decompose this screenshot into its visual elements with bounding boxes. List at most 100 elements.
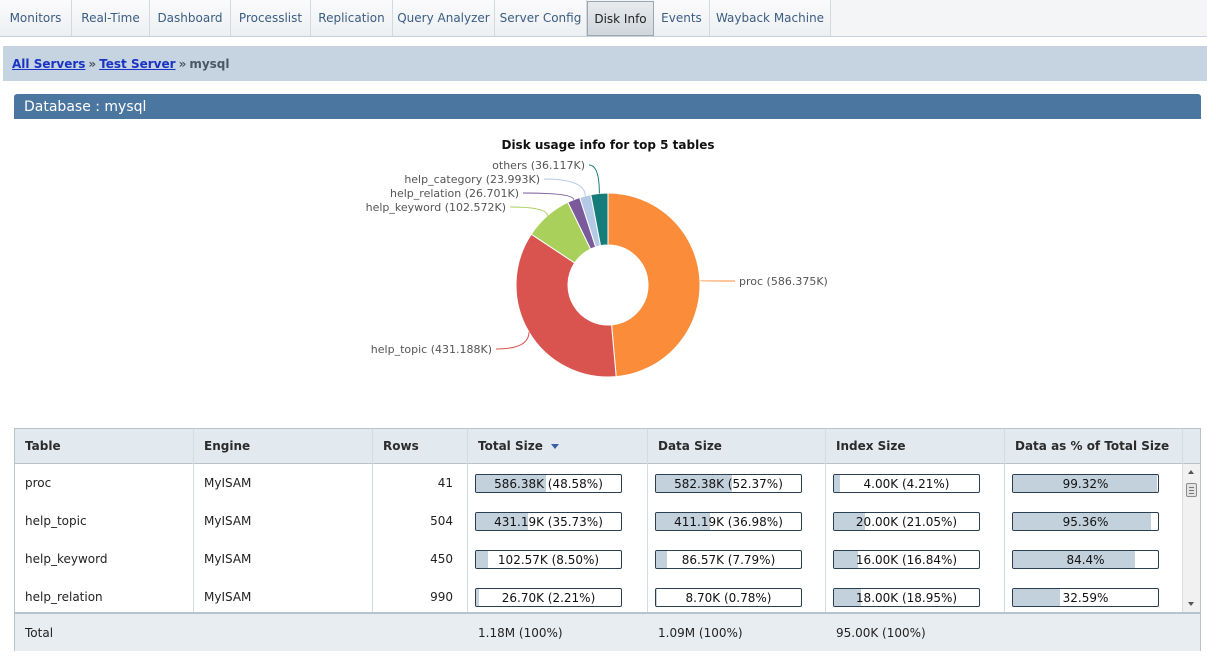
column-header-data-pct[interactable]: Data as % of Total Size: [1005, 429, 1183, 463]
pie-slice-help-topic[interactable]: [515, 233, 617, 378]
pie-leader-line: [588, 164, 600, 194]
cell-total-size: 431.19K (35.73%): [468, 502, 647, 540]
tab-processlist[interactable]: Processlist: [231, 0, 311, 36]
cell-engine: MyISAM: [204, 552, 252, 566]
column-header-data-size[interactable]: Data Size: [648, 429, 826, 463]
cell-data-pct: 32.59%: [1005, 578, 1182, 616]
disk-usage-chart: Disk usage info for top 5 tables proc (5…: [14, 125, 1201, 415]
tab-server-config[interactable]: Server Config: [495, 0, 587, 36]
cell-rows: 41: [437, 476, 453, 490]
index-size-bar: 20.00K (21.05%): [833, 512, 980, 531]
cell-rows: 990: [430, 590, 453, 604]
cell-data-pct: 99.32%: [1005, 464, 1182, 502]
cell-rows: 504: [430, 514, 453, 528]
tab-real-time[interactable]: Real-Time: [72, 0, 150, 36]
tab-wayback-machine[interactable]: Wayback Machine: [710, 0, 831, 36]
breadcrumb-current-database: mysql: [189, 56, 230, 71]
cell-data-size: 411.19K (36.98%): [648, 502, 825, 540]
cell-total-size: 586.38K (48.58%): [468, 464, 647, 502]
data-pct-bar: 84.4%: [1012, 550, 1159, 569]
cell-total-size: 26.70K (2.21%): [468, 578, 647, 616]
database-header: Database : mysql: [14, 94, 1201, 119]
pie-slice-others[interactable]: [590, 192, 609, 247]
pie-label-others: others (36.117K): [492, 159, 585, 172]
pie-label-help-keyword: help_keyword (102.572K): [366, 201, 506, 214]
data-pct-bar: 99.32%: [1012, 474, 1159, 493]
table-row[interactable]: proc MyISAM 41 586.38K (48.58%) 582.38K …: [15, 464, 1182, 502]
cell-index-size: 18.00K (18.95%): [826, 578, 1004, 616]
column-header-rows[interactable]: Rows: [373, 429, 468, 463]
cell-table-name: help_relation: [25, 590, 103, 604]
total-size-bar: 431.19K (35.73%): [475, 512, 622, 531]
column-header-total-size[interactable]: Total Size: [468, 429, 648, 463]
data-size-bar: 86.57K (7.79%): [655, 550, 802, 569]
column-header-index-size[interactable]: Index Size: [826, 429, 1005, 463]
table-row[interactable]: help_keyword MyISAM 450 102.57K (8.50%) …: [15, 540, 1182, 578]
scroll-up-icon[interactable]: [1188, 470, 1194, 474]
table-footer-row: Total 1.18M (100%) 1.09M (100%) 95.00K (…: [15, 612, 1200, 651]
footer-total-size: 1.18M (100%): [478, 625, 563, 640]
index-size-bar: 16.00K (16.84%): [833, 550, 980, 569]
cell-index-size: 4.00K (4.21%): [826, 464, 1004, 502]
database-title: Database : mysql: [24, 98, 147, 115]
data-pct-bar: 95.36%: [1012, 512, 1159, 531]
cell-table-name: proc: [25, 476, 52, 490]
cell-engine: MyISAM: [204, 476, 252, 490]
cell-total-size: 102.57K (8.50%): [468, 540, 647, 578]
cell-engine: MyISAM: [204, 514, 252, 528]
cell-table-name: help_topic: [25, 514, 87, 528]
cell-engine: MyISAM: [204, 590, 252, 604]
footer-index-size: 95.00K (100%): [836, 625, 926, 640]
cell-data-size: 86.57K (7.79%): [648, 540, 825, 578]
tab-replication[interactable]: Replication: [311, 0, 393, 36]
cell-data-pct: 95.36%: [1005, 502, 1182, 540]
cell-data-pct: 84.4%: [1005, 540, 1182, 578]
cell-data-size: 582.38K (52.37%): [648, 464, 825, 502]
tab-monitors[interactable]: Monitors: [0, 0, 72, 36]
breadcrumb-server-link[interactable]: Test Server: [99, 56, 176, 71]
total-size-bar: 102.57K (8.50%): [475, 550, 622, 569]
table-scrollbar[interactable]: [1182, 464, 1200, 612]
breadcrumb-all-servers-link[interactable]: All Servers: [12, 56, 86, 71]
pie-label-help-relation: help_relation (26.701K): [390, 187, 519, 200]
cell-index-size: 16.00K (16.84%): [826, 540, 1004, 578]
cell-rows: 450: [430, 552, 453, 566]
top-tab-bar: Monitors Real-Time Dashboard Processlist…: [0, 0, 1207, 37]
footer-data-size: 1.09M (100%): [658, 625, 743, 640]
breadcrumb: All Servers » Test Server » mysql: [3, 46, 1207, 81]
tab-disk-info[interactable]: Disk Info: [587, 1, 654, 36]
footer-total-label: Total: [25, 625, 54, 640]
tab-query-analyzer[interactable]: Query Analyzer: [393, 0, 495, 36]
table-row[interactable]: help_relation MyISAM 990 26.70K (2.21%) …: [15, 578, 1182, 616]
table-body: proc MyISAM 41 586.38K (48.58%) 582.38K …: [15, 464, 1182, 612]
disk-info-table: Table Engine Rows Total Size Data Size I…: [14, 428, 1201, 651]
tab-dashboard[interactable]: Dashboard: [150, 0, 231, 36]
sort-descending-icon: [550, 443, 559, 449]
cell-index-size: 20.00K (21.05%): [826, 502, 1004, 540]
pie-slice-proc[interactable]: [607, 192, 701, 378]
cell-table-name: help_keyword: [25, 552, 108, 566]
table-row[interactable]: help_topic MyISAM 504 431.19K (35.73%) 4…: [15, 502, 1182, 540]
tab-events[interactable]: Events: [654, 0, 710, 36]
pie-leader-line: [522, 192, 575, 200]
column-header-table[interactable]: Table: [15, 429, 194, 463]
data-pct-bar: 32.59%: [1012, 588, 1159, 607]
breadcrumb-separator: »: [88, 56, 97, 71]
chart-title: Disk usage info for top 5 tables: [501, 138, 714, 152]
pie-label-help-topic: help_topic (431.188K): [371, 343, 492, 356]
scroll-down-icon[interactable]: [1188, 602, 1194, 606]
cell-data-size: 8.70K (0.78%): [648, 578, 825, 616]
data-size-bar: 8.70K (0.78%): [655, 588, 802, 607]
index-size-bar: 18.00K (18.95%): [833, 588, 980, 607]
table-header-row: Table Engine Rows Total Size Data Size I…: [15, 429, 1200, 464]
donut-chart-svg: Disk usage info for top 5 tables proc (5…: [366, 138, 828, 378]
pie-leader-line: [543, 178, 586, 196]
total-size-bar: 586.38K (48.58%): [475, 474, 622, 493]
data-size-bar: 582.38K (52.37%): [655, 474, 802, 493]
pie-label-help-category: help_category (23.993K): [404, 173, 540, 186]
index-size-bar: 4.00K (4.21%): [833, 474, 980, 493]
pie-leader-line: [509, 206, 548, 216]
pie-label-proc: proc (586.375K): [739, 275, 828, 288]
scroll-thumb[interactable]: [1186, 483, 1197, 497]
column-header-engine[interactable]: Engine: [194, 429, 373, 463]
